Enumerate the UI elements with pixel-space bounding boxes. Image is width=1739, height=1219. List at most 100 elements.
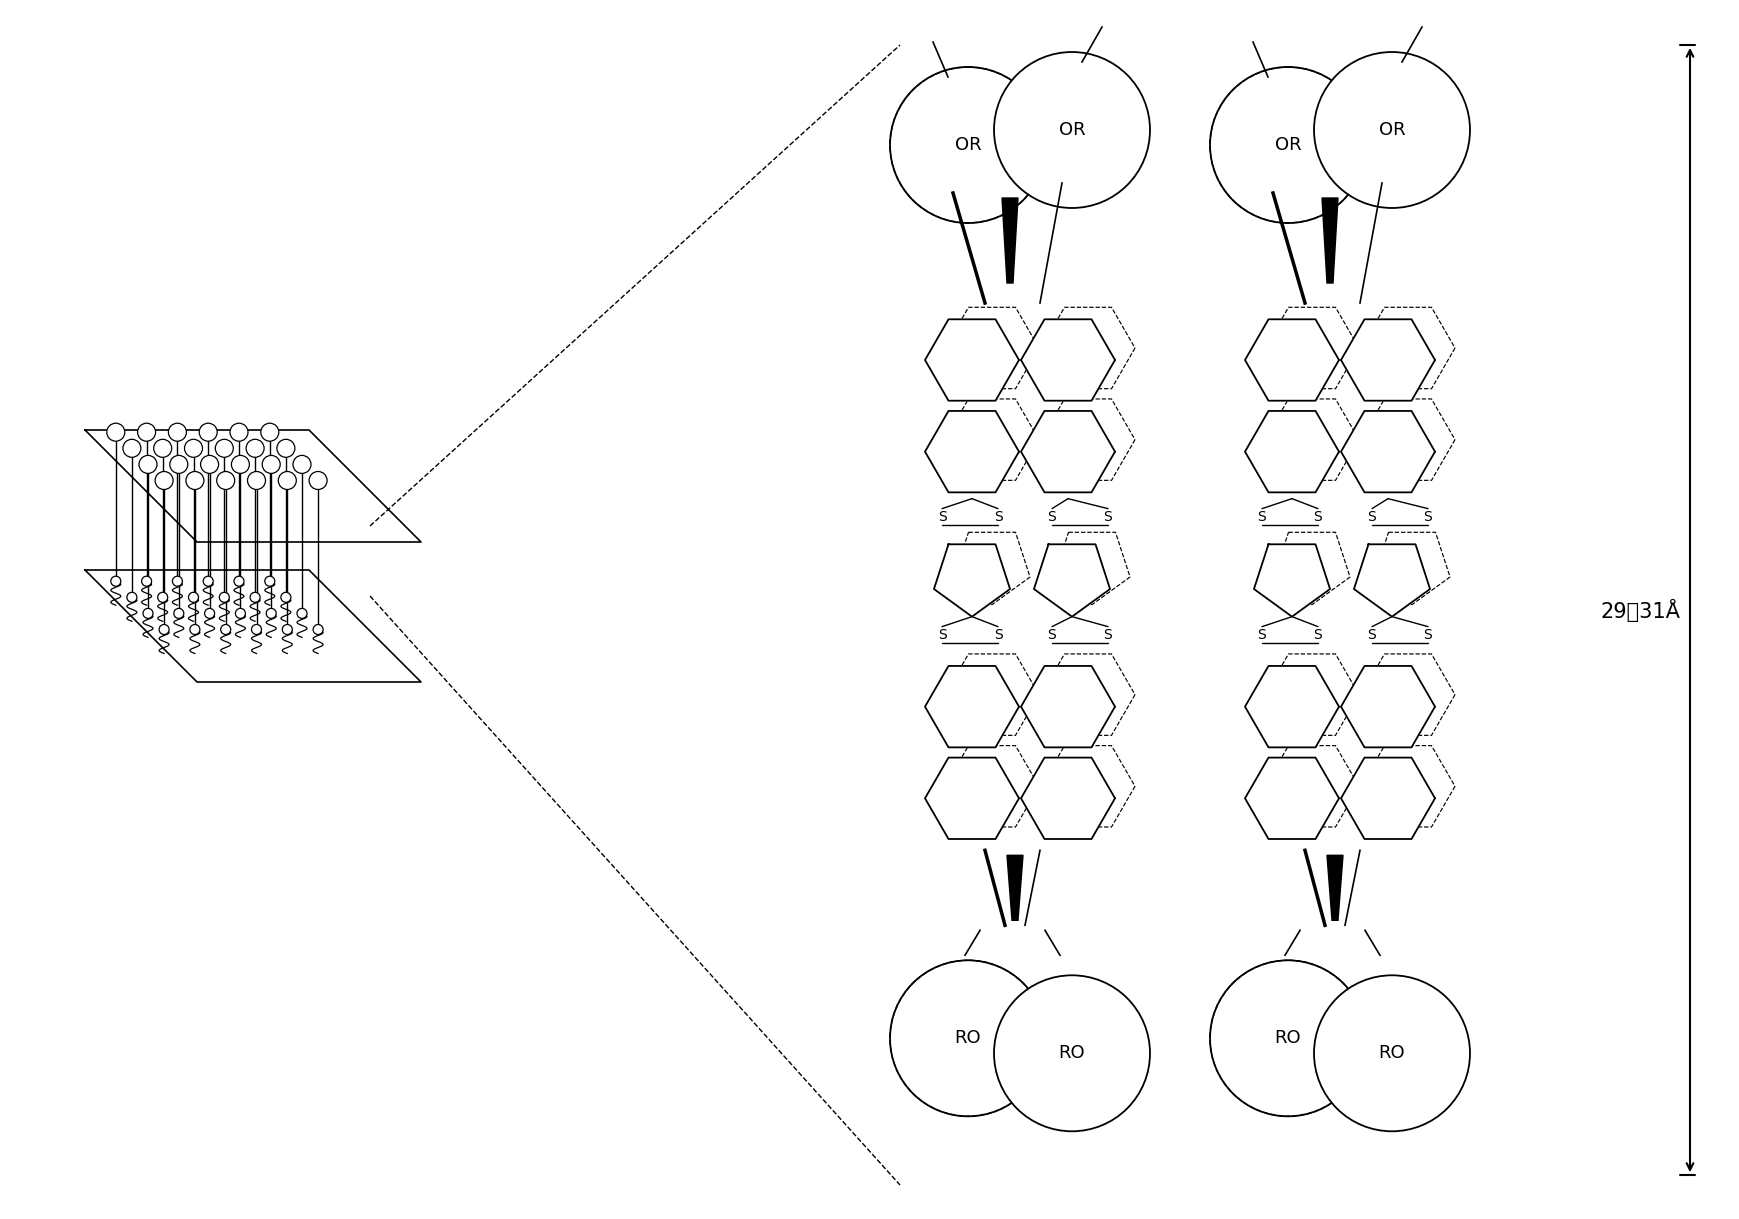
Text: 29～31Å: 29～31Å xyxy=(1600,599,1680,622)
Text: S: S xyxy=(1424,510,1433,524)
Polygon shape xyxy=(1362,307,1456,389)
Text: OR: OR xyxy=(955,137,981,154)
Circle shape xyxy=(282,624,292,635)
Polygon shape xyxy=(944,746,1038,826)
Circle shape xyxy=(1315,975,1469,1131)
Polygon shape xyxy=(1374,533,1450,605)
Polygon shape xyxy=(1054,533,1130,605)
Text: RO: RO xyxy=(955,1029,981,1047)
Text: S: S xyxy=(1047,510,1056,524)
Polygon shape xyxy=(1264,399,1358,480)
Circle shape xyxy=(155,472,174,490)
Text: S: S xyxy=(1313,628,1322,641)
Circle shape xyxy=(217,472,235,490)
Polygon shape xyxy=(1007,856,1023,920)
Circle shape xyxy=(190,624,200,635)
Circle shape xyxy=(216,439,233,457)
Circle shape xyxy=(278,472,296,490)
Polygon shape xyxy=(1341,666,1435,747)
Text: S: S xyxy=(993,510,1002,524)
Polygon shape xyxy=(934,545,1010,617)
Polygon shape xyxy=(1327,856,1343,920)
Polygon shape xyxy=(1362,746,1456,826)
Circle shape xyxy=(188,592,198,602)
Circle shape xyxy=(219,592,230,602)
Text: RO: RO xyxy=(1059,1045,1085,1062)
Polygon shape xyxy=(1021,411,1115,492)
Circle shape xyxy=(170,456,188,473)
Polygon shape xyxy=(1042,307,1136,389)
Circle shape xyxy=(139,456,157,473)
Circle shape xyxy=(123,439,141,457)
Polygon shape xyxy=(1341,319,1435,401)
Text: S: S xyxy=(1257,628,1266,641)
Circle shape xyxy=(1210,961,1367,1117)
Circle shape xyxy=(111,577,120,586)
Text: S: S xyxy=(937,510,946,524)
Circle shape xyxy=(106,423,125,441)
Polygon shape xyxy=(1021,757,1115,839)
Text: S: S xyxy=(1313,510,1322,524)
Polygon shape xyxy=(1362,653,1456,735)
Polygon shape xyxy=(1341,757,1435,839)
Text: S: S xyxy=(1257,510,1266,524)
Polygon shape xyxy=(1275,533,1349,605)
Text: RO: RO xyxy=(1275,1029,1301,1047)
Text: S: S xyxy=(1104,628,1113,641)
Circle shape xyxy=(158,624,169,635)
Text: S: S xyxy=(993,628,1002,641)
Polygon shape xyxy=(1264,746,1358,826)
Circle shape xyxy=(247,472,266,490)
Circle shape xyxy=(141,577,151,586)
Circle shape xyxy=(230,423,249,441)
Text: S: S xyxy=(937,628,946,641)
Circle shape xyxy=(172,577,183,586)
Polygon shape xyxy=(1042,653,1136,735)
Circle shape xyxy=(1315,52,1469,208)
Circle shape xyxy=(174,608,184,618)
Circle shape xyxy=(203,577,214,586)
Circle shape xyxy=(310,472,327,490)
Circle shape xyxy=(205,608,214,618)
Text: OR: OR xyxy=(1379,121,1405,139)
Polygon shape xyxy=(944,399,1038,480)
Text: RO: RO xyxy=(1379,1045,1405,1062)
Circle shape xyxy=(153,439,172,457)
Polygon shape xyxy=(925,757,1019,839)
Circle shape xyxy=(995,52,1149,208)
Polygon shape xyxy=(1341,411,1435,492)
Polygon shape xyxy=(1264,653,1358,735)
Text: S: S xyxy=(1367,510,1376,524)
Polygon shape xyxy=(925,411,1019,492)
Polygon shape xyxy=(1042,399,1136,480)
Polygon shape xyxy=(925,666,1019,747)
Circle shape xyxy=(250,592,261,602)
Circle shape xyxy=(169,423,186,441)
Circle shape xyxy=(277,439,296,457)
Circle shape xyxy=(282,592,290,602)
Text: S: S xyxy=(1424,628,1433,641)
Circle shape xyxy=(1210,67,1367,223)
Polygon shape xyxy=(1042,746,1136,826)
Circle shape xyxy=(158,592,167,602)
Circle shape xyxy=(127,592,137,602)
Polygon shape xyxy=(1264,307,1358,389)
Polygon shape xyxy=(1002,197,1017,283)
Polygon shape xyxy=(1245,319,1339,401)
Polygon shape xyxy=(944,307,1038,389)
Circle shape xyxy=(261,423,278,441)
Circle shape xyxy=(297,608,308,618)
Polygon shape xyxy=(944,653,1038,735)
Polygon shape xyxy=(1245,757,1339,839)
Polygon shape xyxy=(1021,666,1115,747)
Circle shape xyxy=(137,423,155,441)
Text: OR: OR xyxy=(1275,137,1301,154)
Circle shape xyxy=(313,624,323,635)
Polygon shape xyxy=(1245,666,1339,747)
Circle shape xyxy=(200,456,219,473)
Text: S: S xyxy=(1367,628,1376,641)
Polygon shape xyxy=(1035,545,1109,617)
Circle shape xyxy=(890,961,1045,1117)
Polygon shape xyxy=(1245,411,1339,492)
Text: OR: OR xyxy=(1059,121,1085,139)
